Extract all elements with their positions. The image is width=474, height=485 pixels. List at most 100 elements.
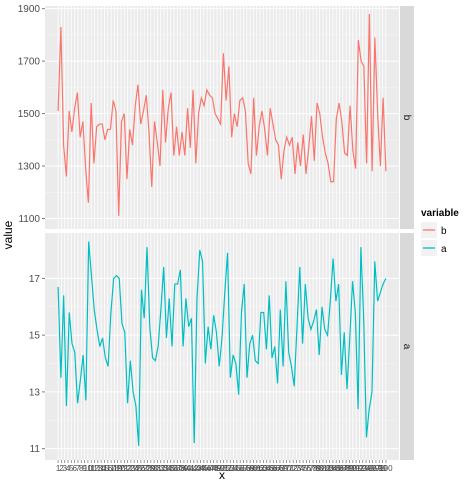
x-tick-label: 25 xyxy=(133,464,142,473)
x-tick-label: 27 xyxy=(140,464,149,473)
x-tick-label: 9 xyxy=(82,464,87,473)
x-tick-label: 63 xyxy=(259,464,268,473)
x-tick-label: 70 xyxy=(282,464,291,473)
x-tick-label: 22 xyxy=(123,464,132,473)
x-tick-label: 48 xyxy=(209,464,218,473)
x-tick-label: 21 xyxy=(120,464,129,473)
y-tick-label: 1500 xyxy=(18,109,41,120)
facet-panel-b: 1100 1300 1500 1700 1900 b xyxy=(18,4,414,229)
facet-strip-background xyxy=(400,233,414,460)
x-tick-label: 20 xyxy=(117,464,126,473)
x-tick-label: 43 xyxy=(193,464,202,473)
x-tick-label: 8 xyxy=(79,464,84,473)
x-tick-label: 85 xyxy=(332,464,341,473)
x-tick-label: 4 xyxy=(66,464,71,473)
y-tick-label: 1900 xyxy=(18,4,41,15)
x-tick-label: 38 xyxy=(176,464,185,473)
x-tick-label: 84 xyxy=(328,464,337,473)
x-tick-label: 17 xyxy=(107,464,116,473)
x-tick-label: 72 xyxy=(289,464,298,473)
facet-strip-label: b xyxy=(401,115,412,121)
x-tick-label: 13 xyxy=(93,464,102,473)
y-tick-label: 15 xyxy=(29,331,41,342)
x-axis: 1234567891011121314151617181920212223242… xyxy=(56,460,393,473)
x-tick-label: 23 xyxy=(126,464,135,473)
x-tick-label: 46 xyxy=(203,464,212,473)
x-tick-label: 94 xyxy=(362,464,371,473)
x-tick-label: 45 xyxy=(199,464,208,473)
facet-panel-a: 11 13 15 17 a xyxy=(29,233,414,460)
x-tick-label: 58 xyxy=(242,464,251,473)
x-tick-label: 50 xyxy=(216,464,225,473)
x-tick-label: 55 xyxy=(232,464,241,473)
x-tick-label: 54 xyxy=(229,464,238,473)
x-tick-label: 89 xyxy=(345,464,354,473)
x-tick-label: 69 xyxy=(279,464,288,473)
x-tick-label: 66 xyxy=(269,464,278,473)
x-tick-label: 80 xyxy=(315,464,324,473)
y-tick-label: 13 xyxy=(29,387,41,398)
x-tick-label: 91 xyxy=(352,464,361,473)
legend-title: variable xyxy=(421,208,459,219)
x-tick-label: 14 xyxy=(97,464,106,473)
x-tick-label: 11 xyxy=(87,464,96,473)
x-tick-label: 37 xyxy=(173,464,182,473)
series-line-a xyxy=(57,241,387,446)
x-tick-label: 36 xyxy=(170,464,179,473)
legend: variable ba xyxy=(421,208,459,256)
y-tick-label: 1700 xyxy=(18,57,41,68)
x-tick-label: 53 xyxy=(226,464,235,473)
x-tick-label: 42 xyxy=(189,464,198,473)
x-tick-label: 59 xyxy=(246,464,255,473)
x-tick-label: 86 xyxy=(335,464,344,473)
x-tick-label: 57 xyxy=(239,464,248,473)
x-tick-label: 79 xyxy=(312,464,321,473)
x-tick-label: 90 xyxy=(348,464,357,473)
x-tick-label: 29 xyxy=(146,464,155,473)
x-tick-label: 76 xyxy=(302,464,311,473)
x-tick-label: 39 xyxy=(179,464,188,473)
x-tick-label: 81 xyxy=(319,464,328,473)
x-tick-label: 51 xyxy=(219,464,228,473)
x-tick-label: 1 xyxy=(56,464,61,473)
x-tick-label: 100 xyxy=(379,464,393,473)
x-tick-label: 44 xyxy=(196,464,205,473)
x-tick-label: 28 xyxy=(143,464,152,473)
legend-label-b: b xyxy=(441,226,447,237)
x-tick-label: 56 xyxy=(236,464,245,473)
x-tick-label: 93 xyxy=(358,464,367,473)
legend-label-a: a xyxy=(441,244,447,255)
x-tick-label: 5 xyxy=(69,464,74,473)
panel-background xyxy=(45,6,399,229)
facet-strip-label: a xyxy=(401,344,412,350)
x-tick-label: 16 xyxy=(103,464,112,473)
y-axis-title: value xyxy=(1,220,15,249)
x-tick-label: 98 xyxy=(375,464,384,473)
x-tick-label: 67 xyxy=(272,464,281,473)
x-tick-label: 52 xyxy=(223,464,232,473)
x-tick-label: 68 xyxy=(275,464,284,473)
x-tick-label: 30 xyxy=(150,464,159,473)
x-tick-label: 34 xyxy=(163,464,172,473)
x-tick-label: 88 xyxy=(342,464,351,473)
x-tick-label: 26 xyxy=(136,464,145,473)
x-tick-label: 7 xyxy=(76,464,81,473)
x-tick-label: 99 xyxy=(378,464,387,473)
x-tick-label: 61 xyxy=(252,464,261,473)
x-tick-label: 82 xyxy=(322,464,331,473)
y-tick-label: 1100 xyxy=(18,214,40,225)
x-tick-label: 15 xyxy=(100,464,109,473)
x-tick-label: 2 xyxy=(59,464,64,473)
x-tick-label: 83 xyxy=(325,464,334,473)
x-tick-label: 95 xyxy=(365,464,374,473)
x-tick-label: 96 xyxy=(368,464,377,473)
x-tick-label: 87 xyxy=(338,464,347,473)
x-tick-label: 40 xyxy=(183,464,192,473)
facet-panels: 11001300150017001900b11131517a1234567891… xyxy=(18,4,414,473)
facet-strip-background xyxy=(400,6,414,229)
x-tick-label: 31 xyxy=(153,464,162,473)
x-tick-label: 49 xyxy=(213,464,222,473)
x-tick-label: 3 xyxy=(63,464,68,473)
x-tick-label: 47 xyxy=(206,464,215,473)
